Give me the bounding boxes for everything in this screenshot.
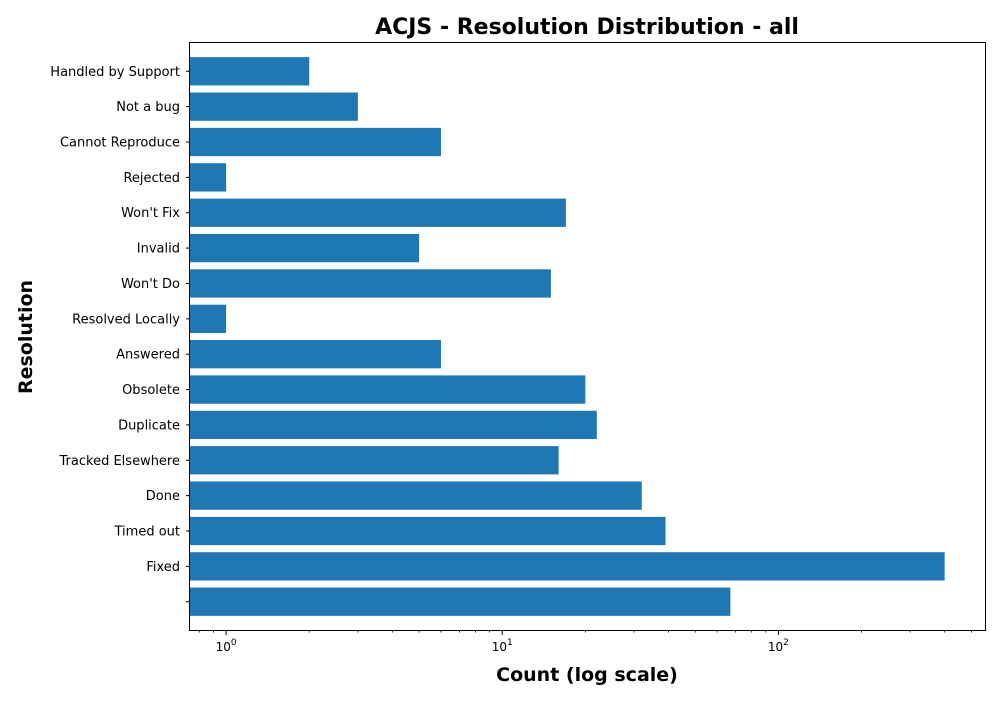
y-tick-label-13: Cannot Reproduce xyxy=(60,136,180,151)
x-tick-label-exp-2: 2 xyxy=(783,638,789,648)
x-tick-label-1: 101 xyxy=(492,638,513,654)
y-tick-label-2: Timed out xyxy=(114,524,181,539)
y-tick-label-3: Done xyxy=(146,489,180,504)
bar-2 xyxy=(190,516,666,546)
y-tick-label-8: Resolved Locally xyxy=(72,312,180,327)
x-axis-label: Count (log scale) xyxy=(496,664,678,686)
y-tick-label-9: Won't Do xyxy=(121,277,180,292)
bar-1 xyxy=(190,552,945,581)
bar-5 xyxy=(190,410,597,440)
y-tick-label-10: Invalid xyxy=(137,242,180,257)
x-tick-label-exp-1: 1 xyxy=(507,638,513,648)
bar-14 xyxy=(190,92,358,121)
bar-0 xyxy=(190,587,731,616)
bar-7 xyxy=(190,340,441,369)
bar-15 xyxy=(190,57,310,86)
bar-4 xyxy=(190,446,559,475)
y-tick-label-15: Handled by Support xyxy=(50,65,180,80)
y-tick-label-6: Obsolete xyxy=(122,383,180,398)
bar-6 xyxy=(190,375,586,404)
bar-10 xyxy=(190,233,420,263)
bar-9 xyxy=(190,269,551,298)
x-axis: 100 101 102 xyxy=(198,630,972,654)
x-tick-label-base-0: 10 xyxy=(216,640,231,654)
plot-frame xyxy=(189,42,986,631)
y-tick-label-5: Duplicate xyxy=(118,418,180,433)
bars-layer xyxy=(190,57,945,616)
y-tick-label-11: Won't Fix xyxy=(121,206,180,221)
bar-12 xyxy=(190,163,227,192)
y-tick-label-14: Not a bug xyxy=(116,100,180,115)
bar-8 xyxy=(190,304,227,333)
y-axis-label: Resolution xyxy=(15,280,37,394)
x-tick-label-0: 100 xyxy=(216,638,237,654)
y-tick-label-1: Fixed xyxy=(146,560,180,575)
y-tick-label-7: Answered xyxy=(116,348,180,363)
bar-13 xyxy=(190,127,441,157)
y-tick-label-4: Tracked Elsewhere xyxy=(59,454,180,469)
bar-11 xyxy=(190,198,566,227)
bar-3 xyxy=(190,481,642,510)
chart-title: ACJS - Resolution Distribution - all xyxy=(375,15,799,40)
x-tick-label-exp-0: 0 xyxy=(231,638,237,648)
y-tick-label-12: Rejected xyxy=(123,171,180,186)
y-axis: Fixed Timed out Done Tracked Elsewhere Dupli… xyxy=(50,65,190,603)
x-tick-label-base-2: 10 xyxy=(768,640,783,654)
x-tick-label-2: 102 xyxy=(768,638,789,654)
x-tick-label-base-1: 10 xyxy=(492,640,507,654)
